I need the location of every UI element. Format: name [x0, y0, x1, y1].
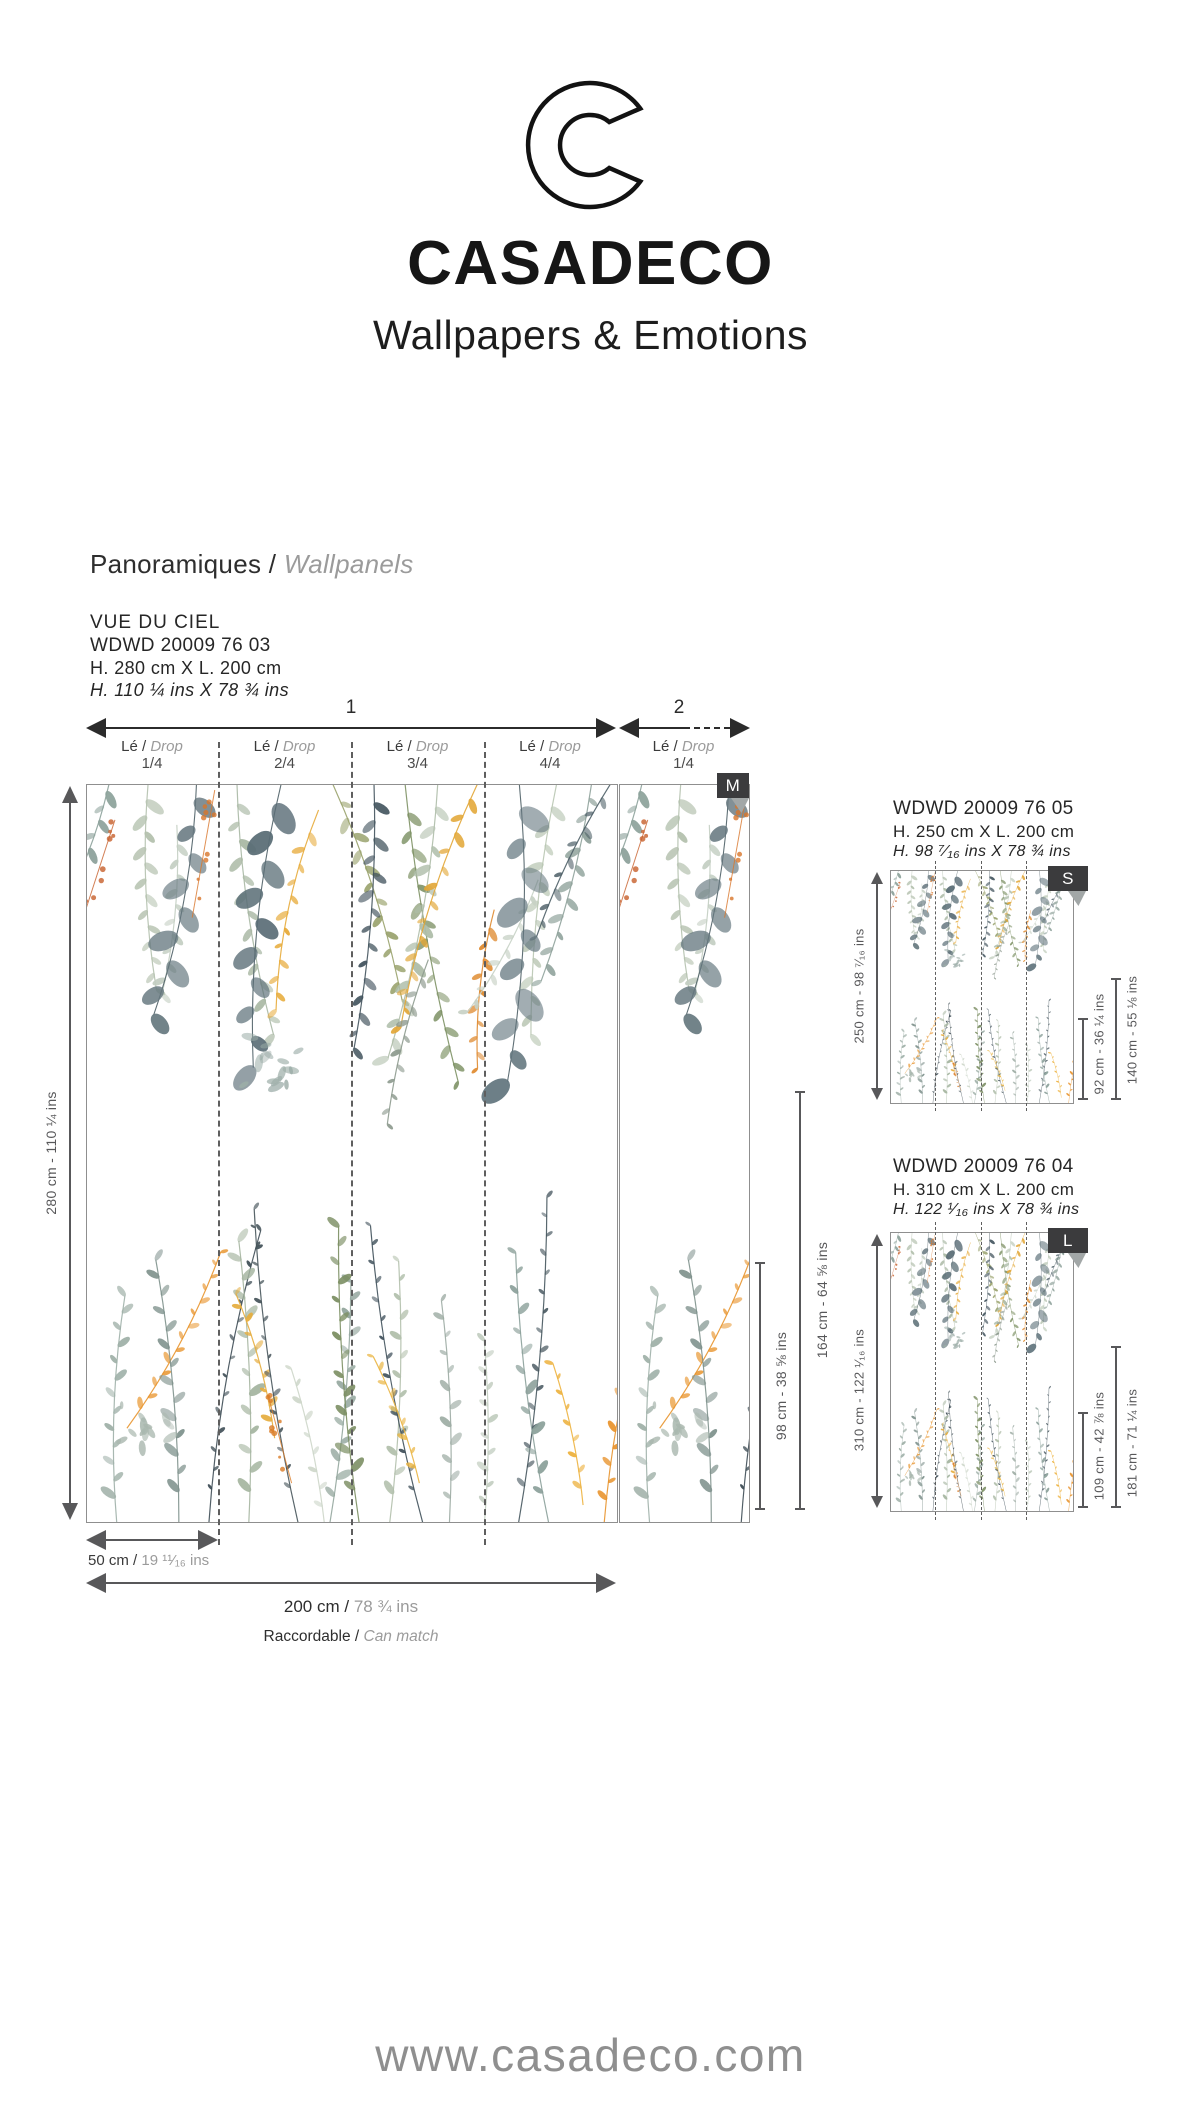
brand-logo-c-icon — [525, 80, 644, 210]
drop-divider-line-1 — [218, 742, 220, 1545]
product-name: VUE DU CIEL — [90, 612, 221, 633]
brand-tagline: Wallpapers & Emotions — [372, 312, 809, 358]
variant-s-divider-3 — [1026, 861, 1027, 1111]
variant-l-height-label: 310 cm - 122 ¹⁄₁₆ ins — [851, 1328, 867, 1452]
arrow-line — [876, 1244, 878, 1498]
variant-l-size-cm: H. 310 cm X L. 200 cm — [893, 1180, 1075, 1199]
variant-s-height-label: 250 cm - 98 ⁷⁄₁₆ ins — [851, 928, 867, 1044]
arrow-left-head — [86, 718, 106, 738]
product-size-cm: H. 280 cm X L. 200 cm — [90, 658, 282, 678]
partial-height-164-bar — [795, 1091, 805, 1510]
partial-height-98-label: 98 cm - 38 ⅝ ins — [773, 1331, 789, 1441]
variant-l-reference: WDWD 20009 76 04 — [893, 1156, 1074, 1177]
arrow-right-head — [596, 1573, 616, 1593]
drop-label-2: Lé / Drop 2/4 — [253, 738, 316, 772]
drop-divider-line-2 — [351, 742, 353, 1545]
arrow-down-head — [871, 1496, 883, 1508]
variant-s-partial-2-label: 140 cm - 55 ⅛ ins — [1124, 975, 1140, 1085]
arrow-line — [104, 727, 598, 729]
arrow-left-head — [86, 1573, 106, 1593]
roll-2-label: 2 — [673, 697, 685, 718]
arrow-left-head — [619, 718, 639, 738]
arrow-dashed-segment — [684, 727, 730, 729]
drop-label-3: Lé / Drop 3/4 — [386, 738, 449, 772]
partial-height-98-bar — [755, 1262, 765, 1510]
variant-l-divider-2 — [981, 1222, 982, 1520]
total-height-label: 280 cm - 110 ¼ ins — [43, 1091, 59, 1215]
variant-l-divider-3 — [1026, 1222, 1027, 1520]
drop-label-1: Lé / Drop 1/4 — [121, 738, 183, 772]
variant-l-partial-1-label: 109 cm - 42 ⅞ ins — [1091, 1391, 1107, 1501]
arrow-up-head — [871, 872, 883, 884]
variant-s-artwork — [891, 871, 1073, 1103]
variant-s-panel — [890, 870, 1074, 1104]
variant-s-size-cm: H. 250 cm X L. 200 cm — [893, 822, 1075, 841]
arrow-right-head — [730, 718, 750, 738]
arrow-up-head — [62, 786, 78, 803]
arrow-right-head — [198, 1530, 218, 1550]
variant-s-divider-1 — [935, 861, 936, 1111]
total-width-label: 200 cm / 78 ¾ ins — [283, 1597, 419, 1616]
variant-s-divider-2 — [981, 861, 982, 1111]
arrow-line — [104, 1582, 598, 1584]
arrow-down-head — [62, 1503, 78, 1520]
match-label: Raccordable / Can match — [263, 1628, 439, 1645]
arrow-line — [876, 882, 878, 1090]
size-badge-l: L — [1048, 1228, 1088, 1253]
repeat-panel — [619, 784, 750, 1523]
variant-l-partial-2-label: 181 cm - 71 ¼ ins — [1124, 1388, 1140, 1498]
wallpaper-artwork — [87, 785, 617, 1522]
variant-l-partial-1-bar — [1078, 1412, 1088, 1508]
variant-s-reference: WDWD 20009 76 05 — [893, 798, 1074, 819]
partial-height-164-label: 164 cm - 64 ⅝ ins — [814, 1241, 830, 1359]
product-size-ins: H. 110 ¼ ins X 78 ¾ ins — [90, 680, 289, 700]
variant-s-partial-2-bar — [1111, 978, 1121, 1100]
site-url: www.casadeco.com — [375, 2029, 806, 2081]
variant-l-artwork — [891, 1233, 1073, 1511]
size-badge-s: S — [1048, 866, 1088, 891]
variant-s-partial-1-label: 92 cm - 36 ¼ ins — [1091, 993, 1107, 1095]
product-reference: WDWD 20009 76 03 — [90, 635, 271, 656]
category-fr: Panoramiques / — [90, 549, 277, 579]
category-heading: Panoramiques / Wallpanels — [90, 549, 414, 580]
variant-l-size-ins: H. 122 ¹⁄₁₆ ins X 78 ¾ ins — [893, 1201, 1080, 1218]
drop-divider-line-3 — [484, 742, 486, 1545]
arrow-line — [104, 1539, 200, 1541]
variant-l-partial-2-bar — [1111, 1346, 1121, 1508]
arrow-down-head — [871, 1088, 883, 1100]
category-en: Wallpanels — [283, 549, 414, 579]
arrow-right-head — [596, 718, 616, 738]
wallpaper-artwork-repeat — [620, 785, 749, 1522]
arrow-up-head — [871, 1234, 883, 1246]
variant-l-panel — [890, 1232, 1074, 1512]
drop-label-4: Lé / Drop 4/4 — [519, 738, 581, 772]
arrow-solid-segment — [637, 727, 684, 729]
roll-1-label: 1 — [345, 697, 357, 718]
variant-s-partial-1-bar — [1078, 1018, 1088, 1100]
size-badge-m: M — [717, 773, 749, 798]
variant-l-divider-1 — [935, 1222, 936, 1520]
arrow-left-head — [86, 1530, 106, 1550]
brand-name: CASADECO — [407, 229, 774, 298]
drop-width-label: 50 cm / 19 ¹¹⁄₁₆ ins — [88, 1552, 210, 1569]
variant-s-size-ins: H. 98 ⁷⁄₁₆ ins X 78 ¾ ins — [893, 843, 1071, 860]
arrow-line — [69, 801, 71, 1505]
drop-label-repeat: Lé / Drop 1/4 — [652, 738, 715, 772]
